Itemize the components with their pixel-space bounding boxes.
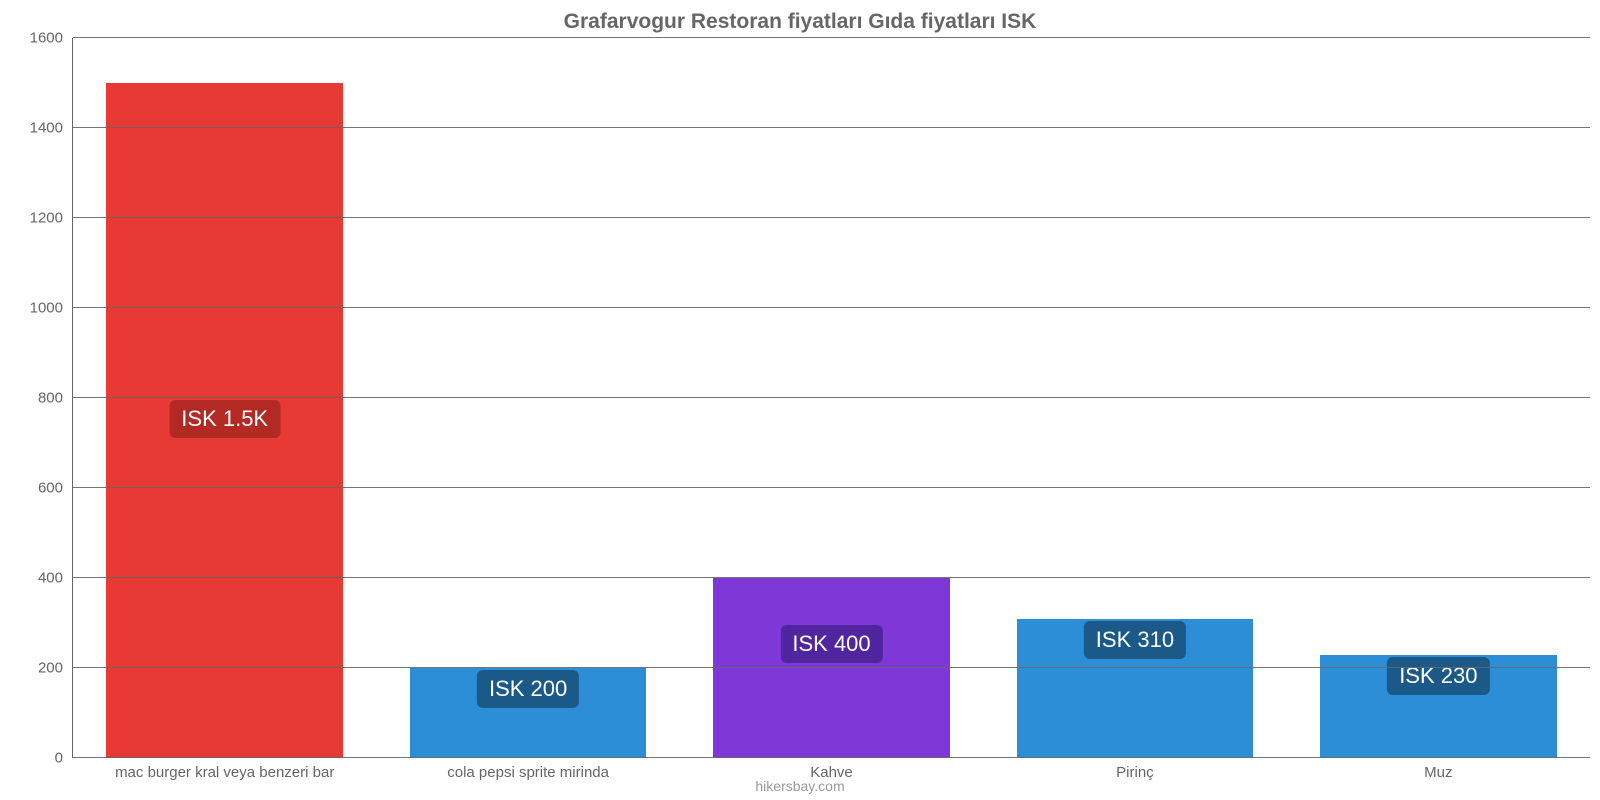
bar-slot: ISK 230Muz	[1287, 38, 1590, 758]
bar-value-badge: ISK 1.5K	[169, 400, 280, 438]
bar-value-badge: ISK 200	[477, 670, 579, 708]
bar-slot: ISK 200cola pepsi sprite mirinda	[376, 38, 679, 758]
bar-value-badge: ISK 310	[1084, 621, 1186, 659]
bar-slot: ISK 1.5Kmac burger kral veya benzeri bar	[73, 38, 376, 758]
y-tick-label: 1200	[30, 210, 63, 227]
chart-title: Grafarvogur Restoran fiyatları Gıda fiya…	[0, 10, 1600, 34]
gridline	[73, 577, 1590, 578]
y-tick-label: 1000	[30, 300, 63, 317]
gridline	[73, 307, 1590, 308]
y-tick-label: 1400	[30, 120, 63, 137]
plot-area: ISK 1.5Kmac burger kral veya benzeri bar…	[72, 38, 1590, 758]
gridline	[73, 667, 1590, 668]
bar-slot: ISK 310Pirinç	[983, 38, 1286, 758]
y-tick-label: 800	[38, 390, 63, 407]
bar-slot: ISK 400Kahve	[680, 38, 983, 758]
gridline	[73, 127, 1590, 128]
bar	[713, 578, 950, 758]
gridline	[73, 217, 1590, 218]
gridline	[73, 487, 1590, 488]
y-tick-label: 200	[38, 660, 63, 677]
gridline	[73, 37, 1590, 38]
bar-value-badge: ISK 230	[1387, 657, 1489, 695]
bars-row: ISK 1.5Kmac burger kral veya benzeri bar…	[73, 38, 1590, 758]
y-tick-label: 1600	[30, 30, 63, 47]
y-tick-label: 600	[38, 480, 63, 497]
y-tick-label: 0	[55, 750, 63, 767]
y-tick-label: 400	[38, 570, 63, 587]
gridline	[73, 757, 1590, 758]
chart-container: ISK 1.5Kmac burger kral veya benzeri bar…	[72, 38, 1590, 758]
chart-footer: hikersbay.com	[0, 778, 1600, 794]
bar-value-badge: ISK 400	[780, 625, 882, 663]
gridline	[73, 397, 1590, 398]
